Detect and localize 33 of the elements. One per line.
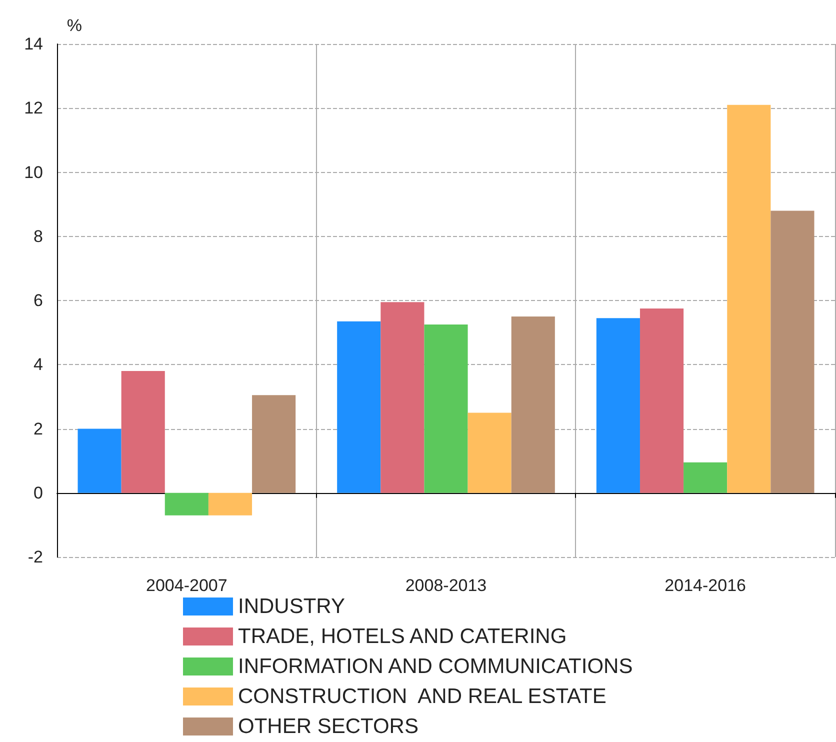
bar bbox=[380, 302, 424, 493]
y-tick-label: 8 bbox=[34, 226, 43, 246]
y-axis-title: % bbox=[66, 16, 82, 35]
y-tick-label: 2 bbox=[34, 419, 43, 438]
x-tick-label: 2014-2016 bbox=[664, 576, 746, 595]
y-tick-label: 12 bbox=[24, 98, 43, 118]
bar bbox=[684, 462, 728, 493]
legend-label: INFORMATION AND COMMUNICATIONS bbox=[238, 655, 633, 678]
legend-label: CONSTRUCTION AND REAL ESTATE bbox=[238, 685, 606, 708]
x-tick-label: 2008-2013 bbox=[405, 576, 487, 595]
legend-label: OTHER SECTORS bbox=[238, 715, 418, 738]
y-tick-label: 4 bbox=[34, 355, 43, 374]
y-tick-label: 14 bbox=[24, 34, 43, 54]
bar bbox=[727, 104, 771, 493]
bar bbox=[164, 492, 208, 516]
bar bbox=[78, 428, 122, 493]
bar bbox=[208, 492, 252, 516]
bar bbox=[121, 371, 165, 493]
y-tick-label: -2 bbox=[28, 548, 43, 566]
y-tick-label: 6 bbox=[34, 291, 43, 310]
bar bbox=[770, 210, 814, 493]
bar bbox=[424, 324, 468, 493]
legend-label: TRADE, HOTELS AND CATERING bbox=[238, 625, 567, 648]
bar bbox=[596, 318, 640, 493]
bar bbox=[252, 395, 296, 493]
bar bbox=[468, 412, 512, 493]
legend-label: INDUSTRY bbox=[238, 595, 345, 618]
bar bbox=[337, 321, 381, 493]
bar bbox=[640, 308, 684, 493]
x-tick-label: 2004-2007 bbox=[146, 576, 228, 595]
bar bbox=[511, 316, 555, 493]
y-tick-label: 0 bbox=[34, 483, 43, 502]
y-tick-label: 10 bbox=[24, 162, 43, 182]
